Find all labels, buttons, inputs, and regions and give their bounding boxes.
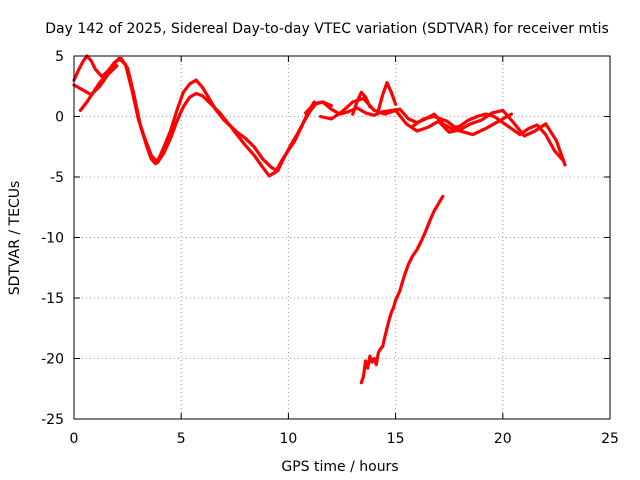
chart-title: Day 142 of 2025, Sidereal Day-to-day VTE… (45, 21, 609, 37)
x-tick-label: 20 (494, 431, 512, 447)
y-tick-label: -5 (50, 170, 64, 186)
series-arc-8 (411, 112, 513, 137)
x-tick-label: 10 (279, 431, 297, 447)
x-tick-label: 5 (177, 431, 186, 447)
series-layer (72, 54, 567, 385)
series-arc-4 (304, 100, 565, 162)
x-tick-label: 25 (601, 431, 619, 447)
grid-layer (74, 56, 610, 419)
tick-layer: 0 5 10 15 20 25 -25 -20 -15 -10 -5 0 5 (41, 49, 619, 447)
y-tick-label: -20 (41, 352, 64, 368)
series-arc-2 (78, 56, 333, 173)
x-tick-label: 0 (70, 431, 79, 447)
series-arc-9 (359, 194, 445, 385)
series-arc-7 (376, 80, 398, 113)
x-axis-label: GPS time / hours (281, 459, 398, 475)
series-arc-6 (351, 90, 372, 116)
x-tick-label: 15 (387, 431, 405, 447)
y-tick-label: -10 (41, 231, 64, 247)
series-arc-3 (72, 64, 119, 97)
y-tick-label: 5 (55, 49, 64, 65)
series-arc-5 (319, 96, 567, 167)
y-tick-label: -15 (41, 291, 64, 307)
y-tick-label: -25 (41, 412, 64, 428)
y-tick-label: 0 (55, 110, 64, 126)
y-axis-label: SDTVAR / TECUs (7, 181, 23, 296)
series-arc-1 (72, 54, 316, 178)
